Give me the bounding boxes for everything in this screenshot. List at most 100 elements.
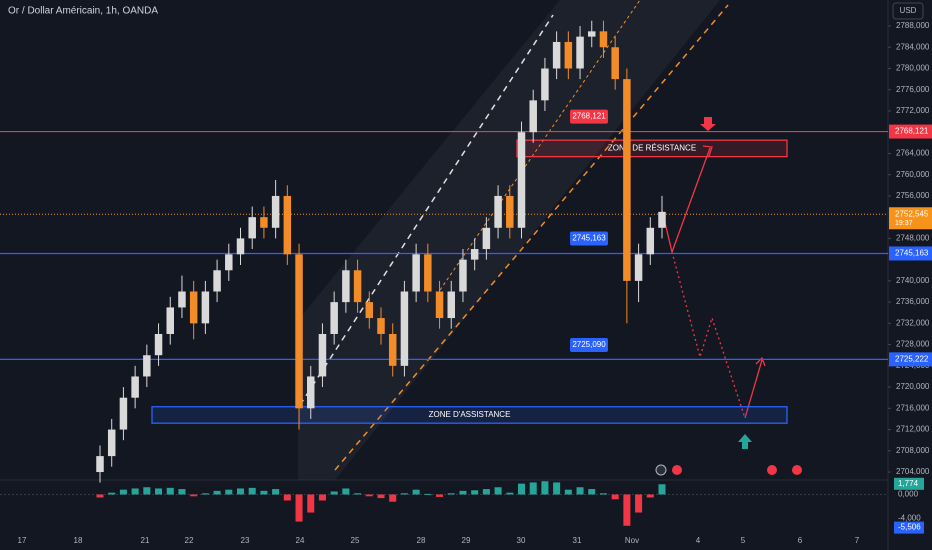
line-note: 2725,090: [572, 340, 606, 349]
candle-body: [295, 254, 303, 409]
channel-line: [299, 14, 554, 406]
macd-bar: [283, 494, 291, 501]
y-tick-label: 2748,000: [896, 234, 930, 243]
channel-line: [334, 4, 729, 471]
line-note-box: [570, 231, 608, 246]
x-tick-label: 30: [517, 536, 526, 545]
candle-body: [353, 270, 362, 303]
candle-body: [634, 254, 643, 281]
candle-body: [412, 254, 420, 292]
candle-body: [611, 47, 619, 80]
macd-bar: [517, 483, 526, 495]
macd-bar: [611, 494, 619, 500]
y-tick-label: 2728,000: [896, 340, 930, 349]
candle-body: [658, 211, 666, 228]
price-tag: [889, 352, 932, 367]
candle-body: [576, 36, 584, 69]
price-tag-label: 2745,163: [895, 249, 929, 258]
candle-body: [213, 270, 221, 292]
candle-body: [307, 376, 315, 409]
macd-bar: [143, 487, 151, 495]
candle-body: [470, 249, 479, 260]
macd-bar: [131, 488, 139, 495]
macd-bar: [119, 489, 127, 495]
y-tick-label: 2772,000: [896, 106, 930, 115]
x-tick-label: 31: [573, 536, 582, 545]
currency-button[interactable]: [892, 2, 924, 20]
macd-bar: [576, 487, 584, 495]
x-tick-label: 21: [141, 536, 150, 545]
macd-bar: [447, 493, 455, 495]
line-note-box: [570, 338, 608, 353]
y-tick-label: 2784,000: [896, 42, 930, 51]
x-tick-label: 18: [74, 536, 83, 545]
candle-body: [107, 429, 116, 457]
event-icon[interactable]: [672, 465, 682, 475]
candle-body: [588, 31, 596, 37]
candle-body: [178, 291, 186, 308]
zone-label: ZONE D'ASSISTANCE: [429, 410, 511, 419]
macd-tick-label: 0,000: [898, 490, 919, 499]
macd-bar: [506, 492, 514, 495]
macd-bar: [377, 494, 385, 499]
x-tick-label: Nov: [625, 536, 639, 545]
candle-body: [482, 227, 491, 250]
currency[interactable]: USD: [900, 6, 917, 15]
zone: [516, 139, 788, 158]
line-note: 2768,121: [572, 112, 606, 121]
x-tick-label: 23: [241, 536, 250, 545]
macd-bar: [272, 489, 280, 495]
macd-bar: [459, 490, 467, 495]
y-tick-label: 2780,000: [896, 64, 930, 73]
macd-bar: [155, 488, 163, 495]
event-icon[interactable]: [792, 465, 802, 475]
macd-bar: [354, 493, 362, 495]
candle-body: [154, 333, 163, 356]
macd-bar: [541, 481, 549, 495]
last-price-label: 2752,545: [895, 209, 929, 218]
channel-mid: [439, 0, 641, 291]
candle-body: [236, 238, 245, 255]
x-tick-label: 7: [855, 536, 860, 545]
candle-body: [330, 302, 338, 334]
y-tick-label: 2756,000: [896, 191, 930, 200]
macd-bar: [260, 490, 268, 495]
candle-body: [271, 195, 280, 228]
x-tick-label: 6: [798, 536, 803, 545]
y-tick-label: 2720,000: [896, 382, 930, 391]
x-tick-label: 4: [696, 536, 701, 545]
candle-body: [143, 355, 151, 377]
macd-bar: [400, 493, 408, 495]
countdown: 19:37: [895, 220, 913, 227]
line-note-box: [570, 109, 608, 124]
macd-bar: [646, 494, 654, 498]
x-tick-label: 25: [351, 536, 360, 545]
macd-bar: [318, 494, 326, 501]
candle-body: [318, 333, 327, 377]
arrow-head: [702, 145, 713, 157]
event-icon[interactable]: [767, 465, 777, 475]
y-tick-label: 2716,000: [896, 403, 930, 412]
candle-body: [564, 41, 573, 69]
macd-bar: [307, 494, 315, 513]
x-tick-label: 17: [18, 536, 27, 545]
zone-label: ZONE DE RÉSISTANCE: [608, 144, 696, 153]
macd-bar: [494, 487, 502, 495]
candle-body: [623, 79, 631, 281]
macd-bar: [166, 487, 174, 495]
macd-tag: [894, 477, 924, 490]
macd-bar: [623, 494, 631, 526]
y-tick-label: 2776,000: [896, 85, 930, 94]
candle-body: [517, 132, 526, 228]
candle-body: [541, 68, 549, 101]
candle-body: [552, 41, 561, 69]
macd-bar: [482, 489, 490, 495]
projection-up: [744, 359, 763, 419]
macd-bar: [635, 494, 643, 513]
macd-bar: [225, 489, 233, 495]
x-tick-label: 29: [462, 536, 471, 545]
candle-body: [260, 217, 268, 228]
candle-body: [506, 195, 514, 228]
macd-bar: [178, 489, 186, 495]
event-icon[interactable]: [655, 464, 667, 476]
